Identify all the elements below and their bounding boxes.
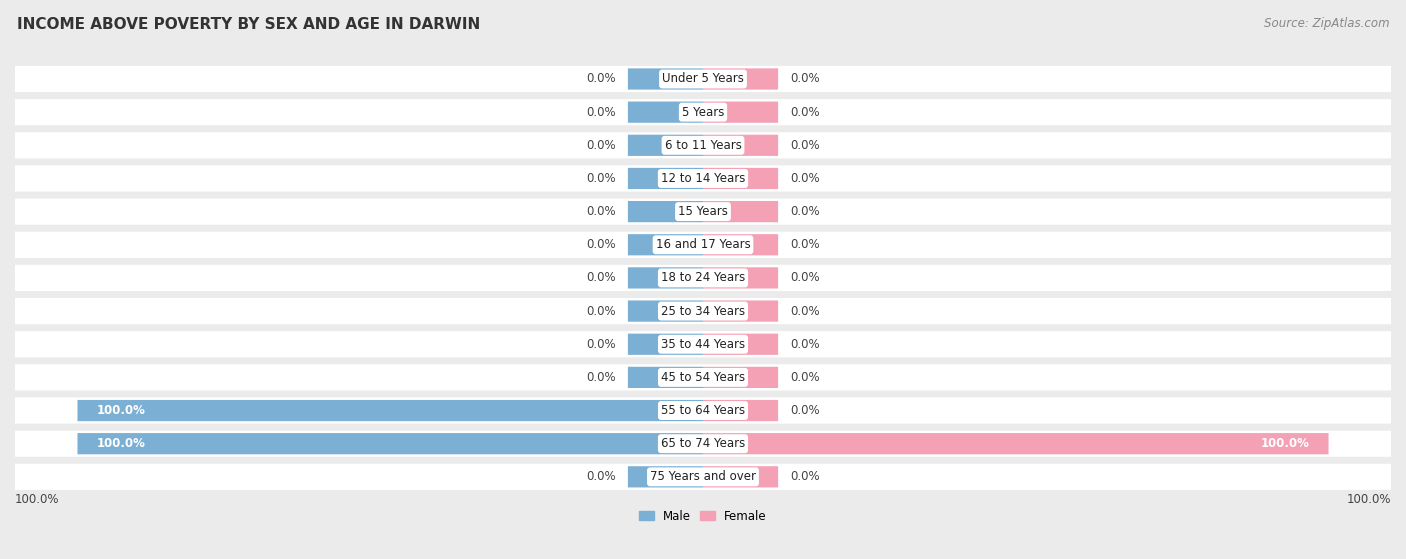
FancyBboxPatch shape <box>703 234 778 255</box>
FancyBboxPatch shape <box>77 400 703 421</box>
Text: 15 Years: 15 Years <box>678 205 728 218</box>
FancyBboxPatch shape <box>628 135 703 156</box>
Text: 0.0%: 0.0% <box>586 73 616 86</box>
FancyBboxPatch shape <box>703 466 778 487</box>
Text: 6 to 11 Years: 6 to 11 Years <box>665 139 741 152</box>
FancyBboxPatch shape <box>628 301 703 321</box>
Text: 25 to 34 Years: 25 to 34 Years <box>661 305 745 318</box>
Text: 100.0%: 100.0% <box>1261 437 1310 450</box>
Text: Under 5 Years: Under 5 Years <box>662 73 744 86</box>
FancyBboxPatch shape <box>628 234 703 255</box>
Text: 0.0%: 0.0% <box>790 470 820 484</box>
FancyBboxPatch shape <box>628 68 703 89</box>
Text: 0.0%: 0.0% <box>790 305 820 318</box>
Text: 5 Years: 5 Years <box>682 106 724 119</box>
Text: 0.0%: 0.0% <box>790 172 820 185</box>
Text: 0.0%: 0.0% <box>586 106 616 119</box>
FancyBboxPatch shape <box>15 198 1391 225</box>
FancyBboxPatch shape <box>15 231 1391 258</box>
FancyBboxPatch shape <box>703 301 778 321</box>
Text: 16 and 17 Years: 16 and 17 Years <box>655 238 751 251</box>
Text: 45 to 54 Years: 45 to 54 Years <box>661 371 745 384</box>
Text: 0.0%: 0.0% <box>790 371 820 384</box>
Text: 0.0%: 0.0% <box>586 338 616 350</box>
Text: 65 to 74 Years: 65 to 74 Years <box>661 437 745 450</box>
FancyBboxPatch shape <box>703 433 1329 454</box>
FancyBboxPatch shape <box>703 334 778 355</box>
FancyBboxPatch shape <box>703 367 778 388</box>
FancyBboxPatch shape <box>15 464 1391 490</box>
Text: 100.0%: 100.0% <box>96 404 145 417</box>
Text: 0.0%: 0.0% <box>586 272 616 285</box>
FancyBboxPatch shape <box>15 298 1391 324</box>
Text: 0.0%: 0.0% <box>586 238 616 251</box>
Text: 0.0%: 0.0% <box>586 205 616 218</box>
Text: 0.0%: 0.0% <box>586 470 616 484</box>
Text: Source: ZipAtlas.com: Source: ZipAtlas.com <box>1264 17 1389 30</box>
Text: 0.0%: 0.0% <box>790 272 820 285</box>
Text: 0.0%: 0.0% <box>790 73 820 86</box>
FancyBboxPatch shape <box>703 68 778 89</box>
Text: 12 to 14 Years: 12 to 14 Years <box>661 172 745 185</box>
FancyBboxPatch shape <box>628 168 703 189</box>
Text: 35 to 44 Years: 35 to 44 Years <box>661 338 745 350</box>
FancyBboxPatch shape <box>703 201 778 222</box>
FancyBboxPatch shape <box>628 466 703 487</box>
Legend: Male, Female: Male, Female <box>640 510 766 523</box>
Text: 0.0%: 0.0% <box>790 205 820 218</box>
Text: 0.0%: 0.0% <box>586 172 616 185</box>
FancyBboxPatch shape <box>628 201 703 222</box>
FancyBboxPatch shape <box>15 364 1391 391</box>
FancyBboxPatch shape <box>703 135 778 156</box>
Text: 0.0%: 0.0% <box>586 139 616 152</box>
FancyBboxPatch shape <box>15 99 1391 125</box>
FancyBboxPatch shape <box>628 267 703 288</box>
Text: 0.0%: 0.0% <box>586 305 616 318</box>
FancyBboxPatch shape <box>703 267 778 288</box>
Text: 18 to 24 Years: 18 to 24 Years <box>661 272 745 285</box>
FancyBboxPatch shape <box>628 102 703 123</box>
FancyBboxPatch shape <box>628 367 703 388</box>
Text: 100.0%: 100.0% <box>15 493 59 506</box>
Text: 100.0%: 100.0% <box>96 437 145 450</box>
Text: 55 to 64 Years: 55 to 64 Years <box>661 404 745 417</box>
Text: 75 Years and over: 75 Years and over <box>650 470 756 484</box>
Text: 0.0%: 0.0% <box>790 139 820 152</box>
Text: 0.0%: 0.0% <box>790 238 820 251</box>
Text: INCOME ABOVE POVERTY BY SEX AND AGE IN DARWIN: INCOME ABOVE POVERTY BY SEX AND AGE IN D… <box>17 17 479 32</box>
Text: 100.0%: 100.0% <box>1347 493 1391 506</box>
FancyBboxPatch shape <box>15 132 1391 158</box>
FancyBboxPatch shape <box>703 168 778 189</box>
FancyBboxPatch shape <box>15 265 1391 291</box>
Text: 0.0%: 0.0% <box>790 106 820 119</box>
FancyBboxPatch shape <box>15 165 1391 192</box>
FancyBboxPatch shape <box>703 400 778 421</box>
Text: 0.0%: 0.0% <box>586 371 616 384</box>
FancyBboxPatch shape <box>15 66 1391 92</box>
Text: 0.0%: 0.0% <box>790 404 820 417</box>
Text: 0.0%: 0.0% <box>790 338 820 350</box>
FancyBboxPatch shape <box>77 433 703 454</box>
FancyBboxPatch shape <box>15 397 1391 424</box>
FancyBboxPatch shape <box>15 430 1391 457</box>
FancyBboxPatch shape <box>703 102 778 123</box>
FancyBboxPatch shape <box>15 331 1391 357</box>
FancyBboxPatch shape <box>628 334 703 355</box>
